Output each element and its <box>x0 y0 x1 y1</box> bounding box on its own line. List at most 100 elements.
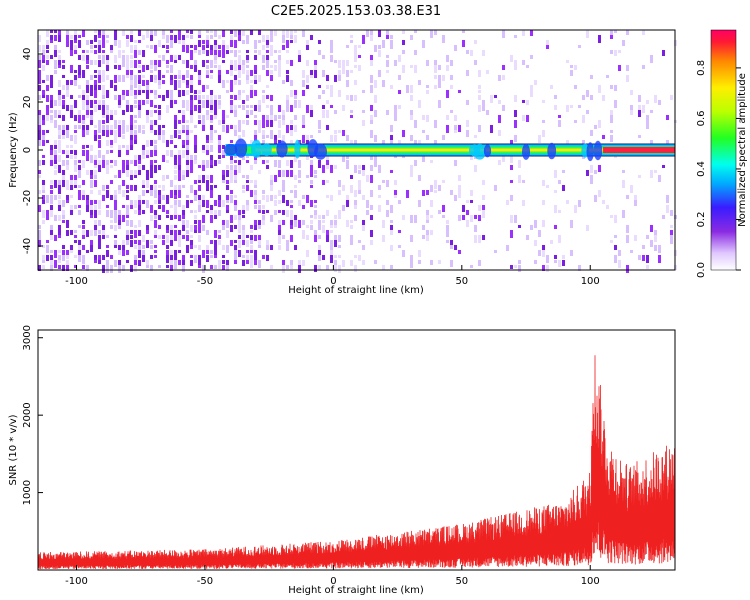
spectrogram-cell <box>94 90 97 98</box>
spectrogram-cell <box>410 85 413 93</box>
spectrogram-cell <box>134 230 137 238</box>
spectrogram-cell <box>290 235 293 242</box>
spectrogram-cell <box>242 255 245 258</box>
spectrogram-cell <box>270 30 273 35</box>
spectrogram-cell <box>202 40 205 44</box>
spectrogram-cell <box>50 80 53 85</box>
spectrogram-cell <box>174 60 177 63</box>
spectrogram-cell <box>174 130 177 138</box>
spectrogram-cell <box>186 30 189 33</box>
spectrogram-cell <box>190 100 193 105</box>
spectrogram-cell <box>50 260 53 266</box>
spectrogram-cell <box>146 230 149 234</box>
spectrogram-cell <box>402 65 405 73</box>
spectrogram-cell <box>58 255 61 261</box>
spectrogram-cell <box>106 140 109 146</box>
spectrogram-cell <box>110 225 113 229</box>
spectrogram-cell <box>70 150 73 154</box>
spectrogram-cell <box>230 50 233 53</box>
spectrogram-cell <box>422 115 425 120</box>
spectrogram-cell <box>106 40 109 43</box>
spectrogram-cell <box>194 145 197 153</box>
spectrogram-cell <box>478 85 481 89</box>
spectrogram-cell <box>182 220 185 228</box>
spectrogram-cell <box>74 30 77 37</box>
spectrogram-cell <box>62 210 65 216</box>
spectrogram-cell <box>130 130 133 138</box>
spectrogram-cell <box>230 155 233 163</box>
spectrogram-cell <box>154 120 157 125</box>
spectrogram-cell <box>118 75 121 82</box>
spectrogram-cell <box>650 60 653 63</box>
spectrogram-cell <box>118 215 121 222</box>
spectrogram-cell <box>66 105 69 111</box>
spectrogram-cell <box>70 250 73 253</box>
spectrogram-cell <box>382 40 385 48</box>
spectrogram-cell <box>410 235 413 242</box>
spectrogram-cell <box>286 40 289 48</box>
spectrogram-cell <box>426 90 429 94</box>
spectrogram-cell <box>174 205 177 211</box>
spectrogram-cell <box>310 220 313 224</box>
spectrogram-cell <box>266 245 269 250</box>
spectrogram-cell <box>210 155 213 162</box>
spectrogram-cell <box>222 60 225 63</box>
spectrogram-cell <box>566 105 569 112</box>
spectrogram-cell <box>78 250 81 257</box>
spectrogram-cell <box>38 45 41 52</box>
spectrogram-cell <box>110 110 113 118</box>
spectrogram-cell <box>634 195 637 203</box>
spectrogram-cell <box>122 165 125 173</box>
spectrogram-cell <box>238 165 241 173</box>
spectrogram-cell <box>198 180 201 183</box>
spectrogram-cell <box>166 245 169 249</box>
spectrogram-cell <box>550 85 553 89</box>
colorbar-label: Normalized spectral amplitude <box>737 73 748 227</box>
spectrogram-cell <box>310 185 313 188</box>
spectrogram-cell <box>122 50 125 53</box>
spectrogram-cell <box>158 130 161 136</box>
spectrogram-cell <box>590 95 593 100</box>
spectrogram-cell <box>110 125 113 131</box>
spectrogram-cell <box>586 35 589 38</box>
spectrogram-cell <box>202 150 205 153</box>
spectrogram-cell <box>70 80 73 85</box>
spectrogram-cell <box>122 245 125 253</box>
spectrogram-cell <box>418 100 421 108</box>
spectrogram-cell <box>38 80 41 84</box>
spectrogram-cell <box>394 60 397 66</box>
spectrogram-cell <box>430 230 433 235</box>
spectrogram-cell <box>210 175 213 183</box>
spectrogram-cell <box>78 190 81 198</box>
spectrogram-cell <box>162 155 165 162</box>
spectrogram-cell <box>146 45 149 48</box>
spectrogram-cell <box>102 185 105 191</box>
spectrogram-cell <box>158 40 161 47</box>
spectrogram-cell <box>238 90 241 95</box>
band-blob <box>223 143 238 156</box>
spectrogram-cell <box>174 250 177 256</box>
spectrogram-cell <box>370 60 373 66</box>
spectrogram-cell <box>74 155 77 159</box>
spectrogram-cell <box>286 100 289 105</box>
spectrogram-cell <box>222 220 225 227</box>
spectrogram-cell <box>78 70 81 75</box>
spectrogram-cell <box>38 265 41 271</box>
spectrogram-cell <box>290 265 293 269</box>
spectrogram-cell <box>310 105 313 113</box>
spectrogram-cell <box>318 125 321 129</box>
spectrogram-cell <box>258 260 261 268</box>
spectrogram-cell <box>146 180 149 188</box>
spectrogram-cell <box>98 205 101 209</box>
spectrogram-cell <box>234 170 237 175</box>
spectrogram-cell <box>358 255 361 261</box>
spectrogram-cell <box>262 35 265 42</box>
spectrogram-cell <box>78 125 81 129</box>
spectrogram-cell <box>210 160 213 165</box>
spectrogram-cell <box>210 240 213 244</box>
spectrogram-cell <box>238 245 241 248</box>
spectrogram-cell <box>90 110 93 115</box>
spectrogram-cell <box>206 185 209 191</box>
spectrogram-cell <box>150 265 153 271</box>
spectrogram-cell <box>106 170 109 174</box>
